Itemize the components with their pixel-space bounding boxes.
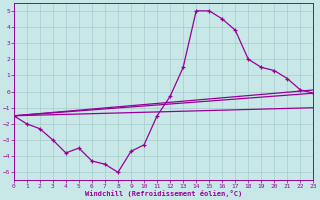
- X-axis label: Windchill (Refroidissement éolien,°C): Windchill (Refroidissement éolien,°C): [85, 190, 242, 197]
